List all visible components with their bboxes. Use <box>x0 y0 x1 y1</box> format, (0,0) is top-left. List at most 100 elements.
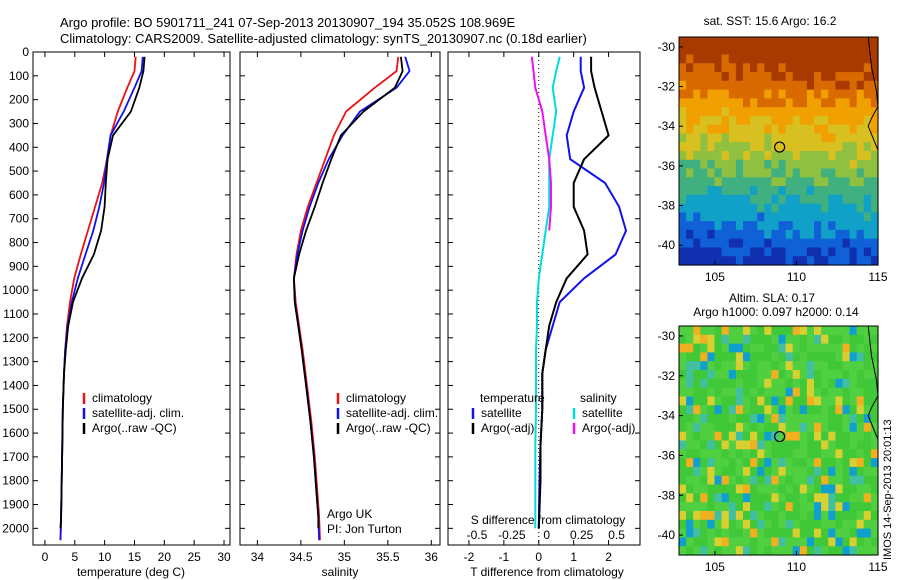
map-cell <box>728 63 737 73</box>
map-cell <box>757 63 765 73</box>
map-cell <box>842 370 851 380</box>
map-cell <box>792 177 801 187</box>
map-cell <box>721 484 730 494</box>
map-cell <box>842 45 851 56</box>
map-cell <box>835 396 844 406</box>
map-cell <box>792 54 801 64</box>
map-cell <box>821 124 829 135</box>
map-cell <box>750 431 758 442</box>
map-cell <box>792 466 801 477</box>
map-cell <box>686 511 694 521</box>
map-cell <box>686 387 694 398</box>
map-cell <box>757 326 765 336</box>
map-cell <box>778 221 787 231</box>
map-cell <box>870 334 879 345</box>
map-cell <box>870 484 879 494</box>
map-cell <box>849 440 858 450</box>
y-tick-label: -32 <box>658 369 676 383</box>
map-cell <box>806 334 815 345</box>
x-tick-label: 110 <box>787 560 806 574</box>
map-cell <box>750 151 758 161</box>
map-cell <box>735 334 744 345</box>
map-cell <box>721 458 730 468</box>
map-cell <box>771 89 780 99</box>
map-cell <box>721 107 730 117</box>
map-cell <box>799 458 808 468</box>
map-cell <box>849 151 858 161</box>
map-cell <box>764 361 772 371</box>
map-cell <box>721 124 730 135</box>
map-cell <box>693 177 701 187</box>
y-tick-label: 0 <box>22 45 29 59</box>
map-cell <box>806 466 815 477</box>
map-cell <box>799 124 808 135</box>
map-cell <box>700 203 708 213</box>
map-cell <box>835 247 844 257</box>
map-cell <box>856 493 865 503</box>
map-cell <box>799 449 808 459</box>
map-cell <box>693 440 701 450</box>
map-cell <box>686 475 694 486</box>
map-cell <box>707 98 716 108</box>
map-cell <box>849 546 858 556</box>
map-cell <box>785 98 794 108</box>
map-cell <box>707 186 716 196</box>
map-cell <box>799 45 808 56</box>
map-cell <box>785 124 794 135</box>
map-cell <box>750 177 758 187</box>
map-cell <box>863 186 872 196</box>
map-cell <box>856 449 865 459</box>
map-cell <box>778 334 787 345</box>
map-cell <box>750 440 758 450</box>
map-cell <box>814 54 822 64</box>
map-cell <box>806 256 815 266</box>
map-cell <box>693 493 701 503</box>
map-cell <box>771 107 780 117</box>
map-cell <box>863 124 872 135</box>
map-cell <box>842 142 851 152</box>
map-cell <box>686 89 694 99</box>
map-cell <box>828 133 836 143</box>
map-cell <box>693 414 701 424</box>
map-cell <box>870 80 879 91</box>
map-cell <box>778 475 787 486</box>
map-cell <box>714 378 723 389</box>
y-tick-label: -40 <box>658 528 676 542</box>
map-cell <box>870 537 879 547</box>
map-cell <box>849 458 858 468</box>
map-cell <box>679 194 687 205</box>
map-cell <box>806 194 815 205</box>
map-cell <box>714 326 723 336</box>
map-cell <box>821 98 829 108</box>
map-cell <box>778 440 787 450</box>
map-cell <box>785 142 794 152</box>
map-cell <box>764 493 772 503</box>
map-cell <box>849 466 858 477</box>
map-cell <box>757 370 765 380</box>
map-cell <box>728 511 737 521</box>
map-cell <box>785 537 794 547</box>
map-cell <box>743 387 751 398</box>
map-cell <box>707 449 716 459</box>
map-cell <box>700 519 708 530</box>
map-cell <box>714 177 723 187</box>
map-cell <box>735 502 744 512</box>
map-cell <box>721 449 730 459</box>
map-cell <box>686 431 694 442</box>
map-cell <box>814 537 822 547</box>
map-cell <box>792 142 801 152</box>
map-cell <box>828 238 836 249</box>
map-cell <box>735 247 744 257</box>
map-cell <box>679 422 687 433</box>
map-cell <box>686 537 694 547</box>
map-cell <box>835 194 844 205</box>
map-cell <box>863 537 872 547</box>
map-cell <box>870 151 879 161</box>
map-cell <box>686 502 694 512</box>
map-cell <box>743 124 751 135</box>
map-cell <box>707 528 716 538</box>
map-cell <box>721 256 730 266</box>
map-cell <box>778 168 787 178</box>
map-cell <box>686 142 694 152</box>
